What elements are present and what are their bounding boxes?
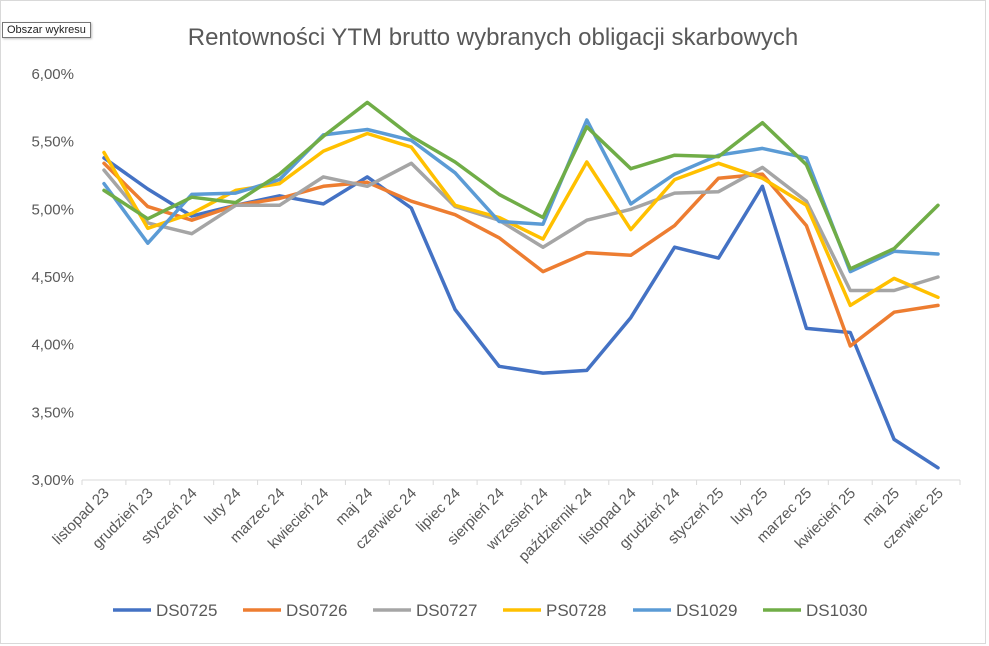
series-lines bbox=[102, 100, 940, 470]
series-line-ds0726 bbox=[102, 161, 940, 348]
legend-label-ds0727: DS0727 bbox=[416, 601, 477, 620]
series-line-ds0727 bbox=[102, 161, 940, 293]
series-line-ps0728 bbox=[102, 131, 940, 308]
chart-title: Rentowności YTM brutto wybranych obligac… bbox=[188, 24, 799, 51]
x-tick-label: luty 24 bbox=[201, 485, 244, 528]
series-line-ds1030 bbox=[102, 100, 940, 271]
legend: DS0725 DS0726 DS0727 PS0728 DS1029 DS1030 bbox=[113, 601, 867, 620]
y-tick-label: 5,00% bbox=[31, 201, 74, 218]
legend-label-ps0728: PS0728 bbox=[546, 601, 607, 620]
y-tick-label: 6,00% bbox=[31, 66, 74, 83]
legend-label-ds0725: DS0725 bbox=[156, 601, 217, 620]
legend-label-ds1030: DS1030 bbox=[806, 601, 867, 620]
chart-area-tooltip: Obszar wykresu bbox=[2, 22, 91, 38]
y-tick-label: 5,50% bbox=[31, 134, 74, 151]
y-tick-label: 4,00% bbox=[31, 337, 74, 354]
y-tick-label: 4,50% bbox=[31, 269, 74, 286]
y-axis: 3,00% 3,50% 4,00% 4,50% 5,00% 5,50% 6,00% bbox=[31, 66, 74, 489]
legend-label-ds1029: DS1029 bbox=[676, 601, 737, 620]
legend-label-ds0726: DS0726 bbox=[286, 601, 347, 620]
x-tick-label: luty 25 bbox=[728, 485, 771, 528]
y-tick-label: 3,50% bbox=[31, 404, 74, 421]
y-tick-label: 3,00% bbox=[31, 472, 74, 489]
